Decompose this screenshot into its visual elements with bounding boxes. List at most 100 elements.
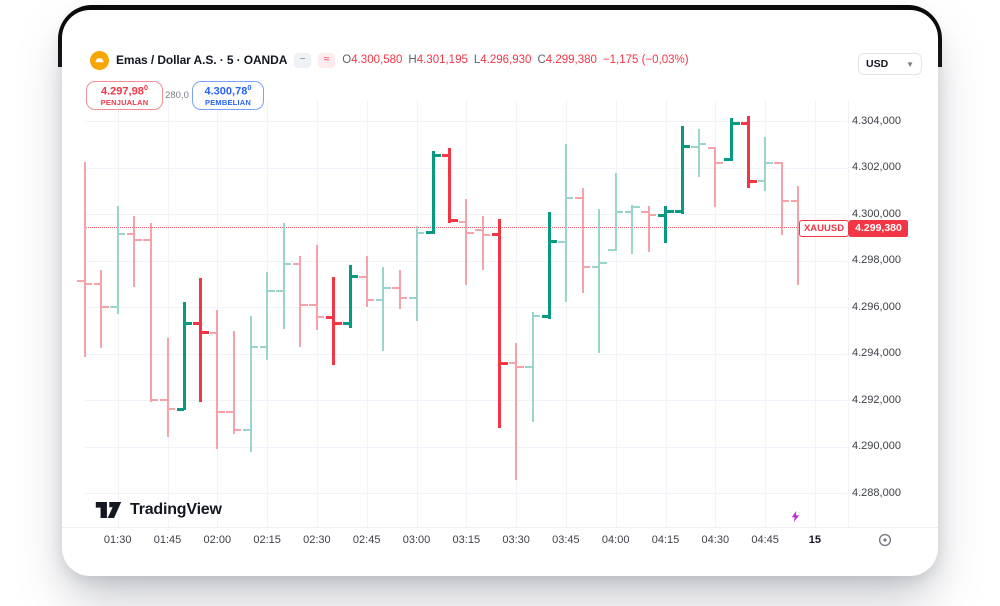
ohlc-bar-range[interactable]: [747, 116, 750, 189]
ohlc-bar-range[interactable]: [614, 173, 617, 252]
ohlc-bar-range[interactable]: [415, 225, 418, 321]
ohlc-bar-range[interactable]: [365, 255, 368, 307]
ohlc-bar-range[interactable]: [398, 269, 401, 310]
ohlc-bar-open-tick: [126, 232, 134, 235]
price-axis-label[interactable]: 4.294,000: [852, 347, 901, 359]
time-axis-label[interactable]: 15: [808, 534, 822, 546]
scroll-to-realtime-icon[interactable]: [877, 532, 893, 548]
currency-dropdown[interactable]: USD ▼: [858, 53, 922, 75]
ohlc-bar-range[interactable]: [100, 269, 103, 348]
change-value: −1,175 (−0,03%): [602, 54, 689, 66]
source-toggle-icon[interactable]: ≈: [318, 52, 336, 68]
ohlc-bar-open-tick: [110, 306, 118, 308]
ohlc-bar-range[interactable]: [547, 211, 551, 319]
time-axis-label[interactable]: 04:30: [701, 534, 730, 546]
time-axis-label[interactable]: 01:45: [153, 534, 182, 546]
ohlc-bar-range[interactable]: [498, 218, 501, 428]
price-axis-label[interactable]: 4.302,000: [852, 161, 901, 173]
ohlc-bar-range[interactable]: [315, 245, 318, 331]
ohlc-bar-close-tick: [616, 210, 624, 213]
ohlc-bar-range[interactable]: [232, 331, 235, 434]
tradingview-logo[interactable]: TradingView: [95, 499, 222, 521]
ohlc-bar-close-tick: [450, 219, 458, 223]
time-axis-label[interactable]: 02:45: [352, 534, 381, 546]
time-axis-label[interactable]: 04:00: [601, 534, 630, 546]
ohlc-bar-range[interactable]: [598, 209, 601, 354]
time-axis-label[interactable]: 03:45: [552, 534, 580, 546]
ohlc-bar-range[interactable]: [481, 216, 484, 270]
ohlc-bar-close-tick: [533, 315, 541, 318]
price-axis-label[interactable]: 4.296,000: [852, 300, 901, 313]
ohlc-bar-range[interactable]: [199, 277, 203, 403]
ohlc-bar-range[interactable]: [382, 267, 385, 352]
ohlc-bar-range[interactable]: [564, 144, 567, 303]
ohlc-bar-range[interactable]: [465, 198, 468, 285]
ohlc-bar-range[interactable]: [581, 188, 584, 294]
ohlc-bar-range[interactable]: [714, 146, 717, 207]
open-value: 4.300,580: [351, 54, 403, 66]
ohlc-bar-range[interactable]: [182, 302, 186, 411]
ohlc-bar-range[interactable]: [133, 216, 136, 288]
ohlc-bar-close-tick: [782, 200, 790, 203]
ohlc-bar-range[interactable]: [332, 276, 335, 366]
price-gridline: [85, 353, 847, 355]
hide-indicator-icon[interactable]: −: [294, 52, 312, 68]
ohlc-bar-range[interactable]: [266, 272, 269, 361]
price-axis-label[interactable]: 4.290,000: [852, 440, 901, 452]
ohlc-bar-open-tick: [93, 282, 101, 285]
ohlc-bar-close-tick: [500, 362, 508, 366]
ohlc-bar-range[interactable]: [764, 137, 767, 191]
tradingview-logo-text: TradingView: [130, 501, 222, 518]
price-axis-label[interactable]: 4.288,000: [852, 486, 901, 499]
ohlc-bar-range[interactable]: [149, 223, 152, 403]
ohlc-bar-range[interactable]: [166, 338, 169, 438]
gold-ingot-icon: [95, 57, 104, 62]
time-axis-label[interactable]: 03:15: [452, 534, 481, 546]
ohlc-bar-range[interactable]: [664, 205, 667, 244]
time-axis-label[interactable]: 04:15: [651, 534, 680, 546]
ohlc-bar-range[interactable]: [216, 310, 219, 449]
symbol-title[interactable]: Emas / Dollar A.S. · 5 · OANDA: [116, 53, 288, 67]
time-axis-label[interactable]: 03:00: [402, 534, 431, 546]
ohlc-bar-close-tick: [168, 408, 175, 411]
ohlc-bar-range[interactable]: [780, 161, 783, 235]
time-axis-label[interactable]: 04:45: [751, 534, 779, 546]
buy-button[interactable]: 4.300,780 PEMBELIAN: [192, 81, 264, 110]
price-axis-label[interactable]: 4.304,000: [852, 114, 901, 127]
price-axis-label[interactable]: 4.300,000: [852, 207, 901, 220]
price-axis-label[interactable]: 4.292,000: [852, 393, 901, 406]
price-axis-label[interactable]: 4.298,000: [852, 254, 901, 266]
symbol-price-flag[interactable]: XAUUSD: [799, 220, 849, 238]
ohlc-bar-range[interactable]: [431, 151, 435, 234]
ohlc-bar-range[interactable]: [448, 147, 452, 224]
time-axis-label[interactable]: 02:00: [203, 534, 232, 546]
ohlc-bar-close-tick: [234, 429, 242, 432]
ohlc-bar-open-tick: [193, 321, 201, 325]
ohlc-bar-range[interactable]: [282, 223, 285, 330]
ohlc-bar-range[interactable]: [647, 205, 650, 253]
ohlc-bar-range[interactable]: [249, 316, 252, 453]
ohlc-bar-range[interactable]: [531, 311, 534, 423]
realtime-bolt-icon[interactable]: [786, 507, 804, 525]
ohlc-bar-range[interactable]: [515, 343, 518, 481]
ohlc-bar-range[interactable]: [116, 205, 119, 314]
ohlc-bar-range[interactable]: [730, 117, 734, 161]
ohlc-bar-open-tick: [425, 231, 433, 235]
last-price-label[interactable]: 4.299,380: [849, 219, 908, 237]
ohlc-bar-close-tick: [583, 266, 590, 269]
ohlc-bar-open-tick: [774, 161, 782, 164]
ohlc-bar-range[interactable]: [697, 129, 700, 177]
ohlc-bar-range[interactable]: [631, 204, 634, 254]
ohlc-bar-range[interactable]: [348, 265, 352, 328]
ohlc-bar-range[interactable]: [680, 125, 684, 214]
time-axis-label[interactable]: 01:30: [103, 534, 132, 546]
ohlc-bar-range[interactable]: [797, 186, 800, 286]
ohlc-bar-range[interactable]: [83, 161, 86, 357]
time-axis-label[interactable]: 02:30: [303, 534, 331, 546]
sell-button[interactable]: 4.297,980 PENJUALAN: [86, 81, 163, 110]
ohlc-bar-range[interactable]: [299, 255, 302, 347]
time-axis-label[interactable]: 02:15: [253, 534, 281, 546]
time-axis-label[interactable]: 03:30: [502, 534, 530, 546]
ohlc-bar-close-tick: [185, 321, 193, 325]
